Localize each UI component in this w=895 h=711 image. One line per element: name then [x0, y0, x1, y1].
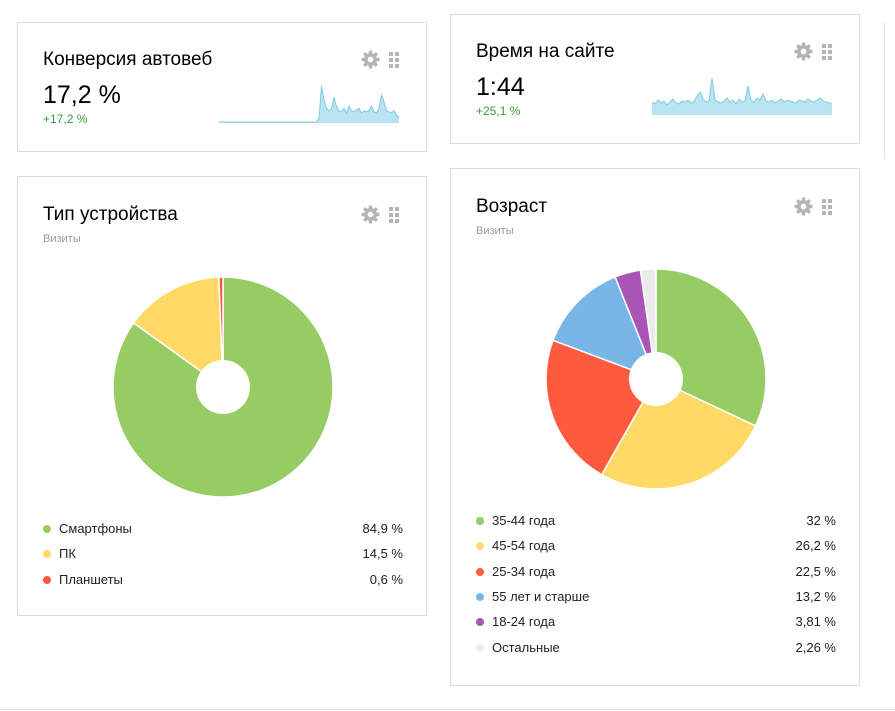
drag-handle-icon[interactable]	[389, 206, 399, 223]
legend-value: 2,26 %	[795, 639, 836, 655]
legend-value: 3,81 %	[795, 614, 836, 630]
legend-dot	[476, 592, 484, 601]
legend-value: 22,5 %	[795, 563, 836, 579]
legend-dot	[476, 618, 484, 627]
legend-value: 26,2 %	[795, 538, 836, 554]
drag-handle-icon[interactable]	[822, 43, 832, 60]
pie-slice-3[interactable]	[545, 339, 658, 476]
drag-handle-icon[interactable]	[389, 51, 399, 68]
pie-slice-3[interactable]	[218, 276, 224, 388]
widget-tools	[361, 205, 399, 224]
gear-icon[interactable]	[794, 42, 813, 61]
pie-slice-1[interactable]	[655, 268, 767, 427]
sparkline-time-on-site	[651, 77, 833, 115]
metric-value: 1:44	[476, 73, 525, 101]
widget-device-type: Тип устройства Визиты Смартфоны 84,9 % ПК 1…	[17, 176, 427, 616]
pie-slice-2[interactable]	[600, 378, 757, 490]
legend-value: 84,9 %	[362, 521, 403, 536]
legend-value: 14,5 %	[362, 546, 403, 562]
widget-title: Тип устройства	[43, 204, 178, 225]
adjacent-widget-edge	[884, 22, 885, 158]
widget-time-on-site: Время на сайте 1:44 +25,1 %	[450, 14, 860, 144]
gear-icon[interactable]	[794, 197, 813, 216]
widget-subtitle: Визиты	[476, 225, 514, 237]
metric-value: 17,2 %	[43, 81, 121, 109]
pie-chart-device	[112, 276, 334, 498]
donut-hole	[629, 352, 683, 406]
pie-slice-4[interactable]	[552, 275, 658, 381]
widget-title: Время на сайте	[476, 41, 615, 62]
widget-conversion: Конверсия автовеб 17,2 % +17,2 %	[17, 22, 427, 152]
gear-icon[interactable]	[361, 50, 380, 69]
legend-dot	[476, 517, 484, 525]
legend-value: 13,2 %	[795, 588, 836, 604]
legend-label: Остальные	[492, 639, 560, 655]
legend-item[interactable]: Смартфоны 84,9 %	[43, 520, 403, 538]
pie-slice-6[interactable]	[639, 268, 657, 380]
widget-tools	[361, 50, 399, 69]
legend-value: 0,6 %	[369, 571, 403, 587]
widget-tools	[794, 197, 832, 216]
legend-dot	[43, 550, 51, 559]
metric-delta: +17,2 %	[43, 112, 88, 126]
widget-age: Возраст Визиты 35-44 года 32 % 45-54 года 2…	[450, 168, 860, 686]
legend-label: 35-44 года	[492, 513, 556, 528]
gear-icon[interactable]	[361, 205, 380, 224]
legend-dot	[43, 575, 51, 584]
metric-delta: +25,1 %	[476, 104, 521, 118]
drag-handle-icon[interactable]	[822, 198, 832, 215]
legend-item[interactable]: 25-34 года 22,5 %	[476, 563, 836, 581]
sparkline-line	[219, 85, 400, 123]
legend-dot	[476, 643, 484, 652]
widget-tools	[794, 42, 832, 61]
legend-dot	[476, 542, 484, 551]
legend-value: 32 %	[806, 513, 836, 528]
legend-label: Смартфоны	[59, 521, 132, 536]
legend-dot	[43, 525, 51, 533]
pie-slice-2[interactable]	[132, 276, 224, 389]
bottom-divider	[0, 709, 895, 710]
legend-item[interactable]: 18-24 года 3,81 %	[476, 613, 836, 631]
legend-label: ПК	[59, 546, 76, 562]
legend-label: 25-34 года	[492, 563, 556, 579]
legend-item[interactable]: Планшеты 0,6 %	[43, 571, 403, 589]
sparkline-line	[651, 77, 833, 106]
widget-subtitle: Визиты	[43, 233, 81, 245]
widget-title: Возраст	[476, 196, 548, 217]
legend: 35-44 года 32 % 45-54 года 26,2 % 25-34 года…	[476, 512, 836, 662]
widget-title: Конверсия автовеб	[43, 49, 213, 70]
pie-chart-age	[545, 268, 767, 490]
legend: Смартфоны 84,9 % ПК 14,5 % Планшеты 0,6 %	[43, 520, 403, 600]
legend-item[interactable]: 55 лет и старше 13,2 %	[476, 588, 836, 606]
legend-item[interactable]: Остальные 2,26 %	[476, 639, 836, 657]
legend-item[interactable]: 35-44 года 32 %	[476, 512, 836, 530]
sparkline-area	[219, 86, 399, 123]
donut-hole	[196, 360, 250, 414]
legend-label: Планшеты	[59, 571, 123, 587]
legend-label: 45-54 года	[492, 538, 556, 554]
sparkline-area	[652, 78, 832, 115]
legend-dot	[476, 567, 484, 576]
legend-label: 55 лет и старше	[492, 588, 590, 604]
legend-item[interactable]: ПК 14,5 %	[43, 545, 403, 563]
legend-item[interactable]: 45-54 года 26,2 %	[476, 537, 836, 555]
sparkline-conversion	[219, 85, 400, 123]
legend-label: 18-24 года	[492, 614, 556, 630]
